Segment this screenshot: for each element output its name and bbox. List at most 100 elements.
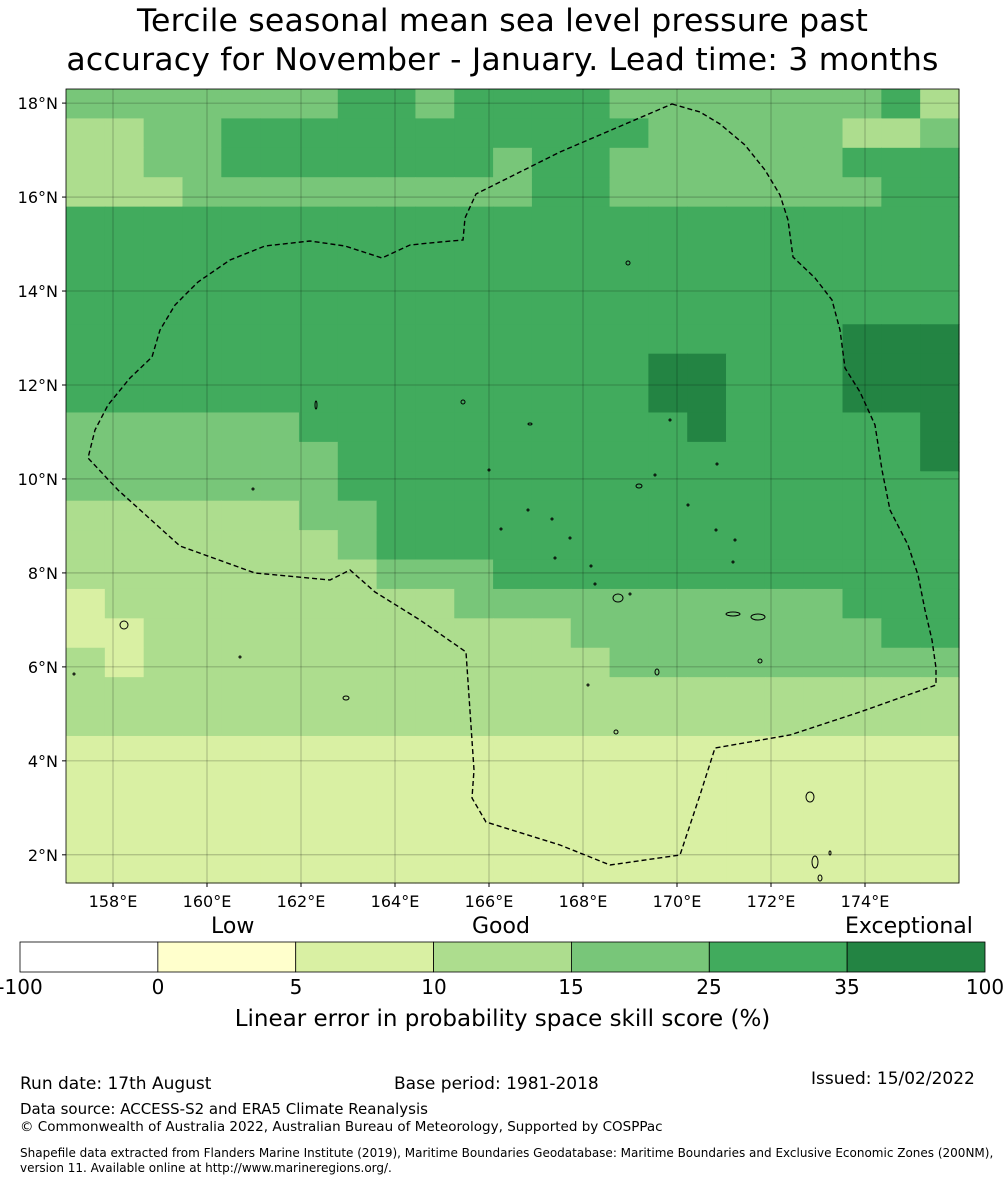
grid-cell: [881, 236, 921, 267]
grid-cell: [531, 824, 572, 855]
grid-cell: [298, 706, 339, 737]
grid-cell: [726, 441, 766, 472]
grid-cell: [687, 706, 727, 737]
grid-cell: [726, 294, 766, 325]
grid-cell: [570, 647, 611, 678]
y-tick-label: 10°N: [18, 470, 58, 489]
grid-cell: [570, 441, 611, 472]
grid-cell: [803, 236, 844, 267]
island-outline: [668, 418, 672, 422]
grid-cell: [221, 618, 261, 649]
grid-cell: [143, 647, 184, 678]
island-outline: [654, 668, 660, 676]
grid-cell: [764, 530, 805, 561]
grid-cell: [531, 530, 572, 561]
grid-cell: [570, 236, 611, 267]
island-outline: [828, 850, 832, 856]
grid-cell: [609, 412, 649, 443]
grid-cell: [842, 853, 882, 884]
grid-cell: [454, 824, 494, 855]
grid-cell: [648, 383, 688, 414]
grid-cell: [726, 853, 766, 884]
colorbar-tick: 100: [965, 975, 1005, 999]
grid-cell: [260, 441, 300, 472]
grid-cell: [66, 147, 106, 178]
map-title: Tercile seasonal mean sea level pressure…: [0, 2, 1005, 80]
grid-cell: [104, 677, 145, 708]
grid-cell: [648, 265, 688, 296]
grid-cell: [66, 89, 106, 120]
grid-cell: [221, 765, 261, 796]
grid-cell: [920, 471, 960, 502]
grid-cell: [687, 530, 727, 561]
grid-cell: [260, 530, 300, 561]
grid-cell: [687, 294, 727, 325]
grid-cell: [454, 412, 494, 443]
grid-cell: [726, 412, 766, 443]
coastlines: [72, 260, 832, 882]
grid-cell: [687, 177, 727, 208]
grid-cell: [570, 735, 611, 766]
y-tick-label: 16°N: [18, 188, 58, 207]
grid-cell: [687, 824, 727, 855]
grid-cell: [726, 706, 766, 737]
grid-cell: [104, 618, 145, 649]
grid-cell: [415, 177, 455, 208]
grid-cell: [66, 265, 106, 296]
island-outline: [805, 791, 815, 803]
grid-cell: [298, 118, 339, 149]
grid-cell: [143, 147, 184, 178]
colorbar-heading-good: Good: [472, 914, 530, 939]
grid-cell: [842, 618, 882, 649]
grid-cell: [493, 324, 533, 355]
grid-cell: [764, 471, 805, 502]
grid-cell: [260, 383, 300, 414]
grid-cell: [648, 118, 688, 149]
grid-cell: [803, 412, 844, 443]
island-outline: [750, 613, 766, 621]
colorbar-segment: [19, 941, 159, 973]
grid-cell: [260, 324, 300, 355]
x-tick-label: 168°E: [559, 892, 608, 911]
grid-cell: [803, 559, 844, 590]
grid-cell: [221, 265, 261, 296]
grid-cell: [531, 294, 572, 325]
grid-cell: [687, 89, 727, 120]
grid-cell: [881, 735, 921, 766]
grid-cell: [648, 706, 688, 737]
grid-cell: [648, 441, 688, 472]
grid-cell: [920, 618, 960, 649]
grid-cell: [415, 353, 455, 384]
island-outline: [568, 536, 572, 540]
grid-cell: [182, 500, 222, 531]
grid-cell: [687, 412, 727, 443]
grid-cell: [376, 618, 417, 649]
y-tick-label: 18°N: [18, 94, 58, 113]
grid-cell: [648, 853, 688, 884]
grid-cell: [842, 794, 882, 825]
colorbar-tick: 35: [834, 975, 860, 999]
grid-cell: [687, 588, 727, 619]
grid-cell: [842, 824, 882, 855]
grid-cell: [764, 147, 805, 178]
grid-cell: [298, 177, 339, 208]
grid-cell: [764, 647, 805, 678]
grid-cell: [376, 206, 417, 237]
grid-cell: [221, 794, 261, 825]
grid-cell: [920, 588, 960, 619]
grid-cell: [182, 588, 222, 619]
grid-cell: [881, 824, 921, 855]
grid-cell: [66, 853, 106, 884]
grid-cell: [415, 647, 455, 678]
grid-cell: [920, 500, 960, 531]
x-tick-label: 166°E: [465, 892, 514, 911]
grid-cell: [687, 647, 727, 678]
grid-cell: [182, 853, 222, 884]
grid-cell: [493, 559, 533, 590]
grid-cell: [104, 559, 145, 590]
grid-cell: [881, 618, 921, 649]
grid-cell: [842, 236, 882, 267]
grid-cell: [609, 706, 649, 737]
y-tick-label: 12°N: [18, 376, 58, 395]
copyright-notice: © Commonwealth of Australia 2022, Austra…: [20, 1119, 663, 1135]
